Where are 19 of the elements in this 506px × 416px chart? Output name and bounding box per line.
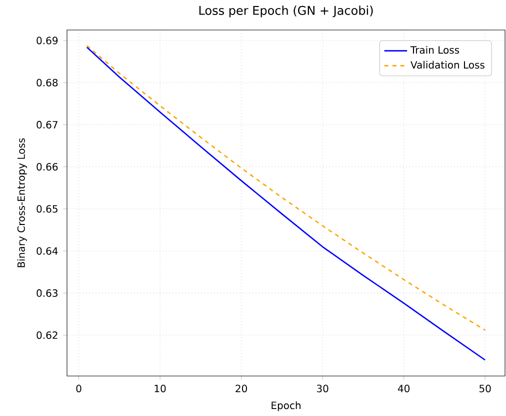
x-tick-label: 10 <box>154 384 166 392</box>
y-tick-label: 0.66 <box>36 163 58 171</box>
x-tick-label: 30 <box>316 384 328 392</box>
legend-label: Validation Loss <box>410 61 484 69</box>
x-tick-label: 0 <box>76 384 82 392</box>
y-axis-title: Binary Cross-Entropy Loss <box>17 138 27 268</box>
x-tick-label: 40 <box>398 384 410 392</box>
y-tick-label: 0.62 <box>36 332 58 340</box>
x-axis-title: Epoch <box>272 402 300 412</box>
legend-label: Train Loss <box>410 46 460 54</box>
y-tick-label: 0.65 <box>36 205 58 213</box>
y-tick-label: 0.67 <box>36 121 58 129</box>
x-tick-label: 20 <box>236 384 247 392</box>
x-tick-label: 50 <box>480 384 491 392</box>
y-tick-label: 0.64 <box>36 247 58 255</box>
chart-title: Loss per Epoch (GN + Jacobi) <box>199 6 373 18</box>
y-tick-label: 0.68 <box>36 79 58 87</box>
y-tick-label: 0.69 <box>36 36 58 45</box>
y-tick-label: 0.63 <box>36 290 58 298</box>
